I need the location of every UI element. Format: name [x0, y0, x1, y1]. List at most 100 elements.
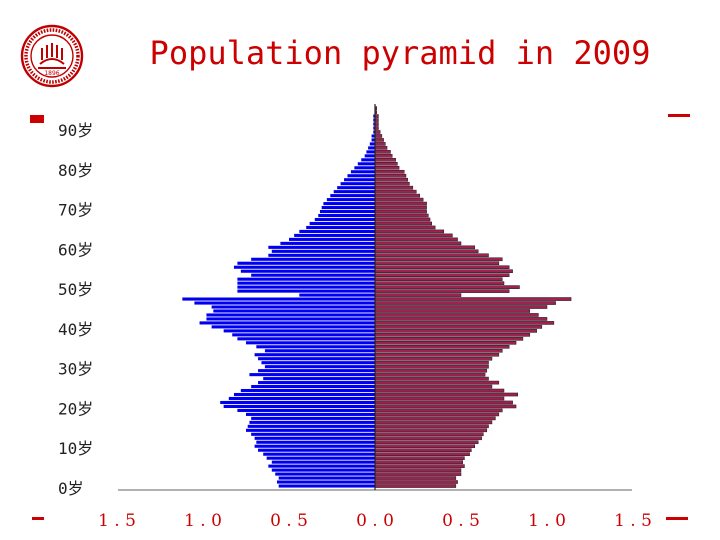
left-bar-age-5 — [268, 464, 375, 468]
left-bar-age-51 — [237, 281, 375, 285]
left-bar-age-11 — [256, 440, 375, 444]
right-bar-age-51 — [374, 281, 505, 285]
right-bar-age-9 — [374, 448, 472, 453]
male-series-bars — [182, 114, 375, 488]
y-tick-label: 40岁 — [58, 320, 93, 339]
left-bar-age-35 — [256, 345, 375, 349]
left-bar-age-30 — [264, 365, 375, 369]
left-bar-age-44 — [213, 309, 375, 313]
left-bar-age-57 — [251, 257, 375, 261]
right-bar-age-40 — [374, 325, 543, 329]
right-bar-age-2 — [374, 476, 457, 480]
left-bar-age-77 — [344, 178, 375, 182]
left-bar-age-68 — [318, 213, 375, 218]
y-tick-label: 70岁 — [58, 201, 93, 220]
right-bar-age-44 — [374, 309, 531, 313]
right-bar-age-54 — [374, 269, 513, 274]
university-seal-icon: 1896 — [20, 24, 84, 88]
left-bar-age-82 — [361, 158, 375, 162]
left-bar-age-31 — [261, 361, 375, 365]
left-bar-age-61 — [280, 241, 375, 245]
right-bar-age-78 — [374, 173, 407, 178]
left-bar-age-62 — [289, 237, 375, 241]
left-bar-age-91 — [373, 122, 375, 126]
right-bar-age-83 — [374, 154, 393, 158]
right-bar-age-3 — [374, 472, 462, 476]
right-bar-age-71 — [374, 201, 427, 206]
left-bar-age-63 — [294, 233, 375, 237]
left-bar-age-41 — [199, 321, 375, 325]
left-bar-age-1 — [276, 480, 375, 484]
left-bar-age-39 — [223, 329, 375, 333]
left-bar-age-43 — [206, 313, 375, 317]
right-bar-age-87 — [374, 138, 384, 142]
decor-mark-bottom-right — [666, 517, 688, 520]
left-bar-age-58 — [268, 253, 375, 257]
right-bar-age-33 — [374, 352, 500, 357]
right-bar-age-70 — [374, 205, 427, 210]
y-tick-label: 20岁 — [58, 399, 93, 418]
left-bar-age-76 — [340, 182, 375, 186]
left-bar-age-88 — [371, 134, 375, 138]
left-bar-age-54 — [240, 269, 375, 273]
right-bar-age-32 — [374, 356, 493, 361]
right-bar-age-41 — [374, 321, 555, 325]
right-bar-age-21 — [374, 400, 513, 405]
left-bar-age-73 — [330, 194, 375, 198]
left-bar-age-33 — [254, 353, 375, 357]
left-bar-age-19 — [237, 408, 375, 412]
right-bar-age-22 — [374, 396, 505, 401]
right-bar-age-46 — [374, 301, 556, 305]
y-axis-tick-labels: 0岁 10岁 20岁 30岁 40岁 50岁 60岁 70岁 80岁 90岁 — [58, 121, 93, 498]
left-bar-age-89 — [373, 130, 375, 134]
left-bar-age-9 — [258, 448, 375, 452]
right-bar-age-56 — [374, 261, 500, 266]
left-bar-age-4 — [271, 468, 375, 472]
left-bar-age-50 — [237, 285, 375, 289]
left-bar-age-45 — [211, 305, 375, 309]
left-bar-age-84 — [366, 150, 375, 154]
right-bar-age-65 — [374, 225, 436, 230]
left-bar-age-16 — [249, 420, 375, 424]
left-bar-age-26 — [258, 381, 375, 385]
x-tick-label: 1 . 5 — [98, 511, 136, 531]
right-bar-age-30 — [374, 364, 489, 369]
right-bar-age-18 — [374, 412, 500, 417]
right-bar-age-48 — [374, 293, 462, 297]
right-bar-age-74 — [374, 189, 417, 194]
right-bar-age-5 — [374, 464, 465, 468]
left-bar-age-56 — [237, 261, 375, 265]
right-bar-age-27 — [374, 376, 489, 381]
right-bar-age-88 — [374, 134, 383, 138]
left-bar-age-69 — [319, 209, 375, 214]
left-bar-age-71 — [323, 202, 375, 206]
right-bar-age-42 — [374, 317, 548, 321]
y-tick-label: 50岁 — [58, 280, 93, 299]
slide-title: Population pyramid in 2009 — [149, 34, 651, 72]
left-bar-age-46 — [194, 301, 375, 305]
right-bar-age-26 — [374, 380, 500, 385]
x-axis-tick-labels: 1 . 5 1 . 0 0 . 5 0 . 0 0 . 5 1 . 0 1 . 5 — [98, 511, 652, 531]
left-bar-age-78 — [347, 174, 375, 178]
left-bar-age-29 — [258, 369, 375, 373]
left-bar-age-70 — [321, 206, 375, 210]
right-bar-age-31 — [374, 360, 489, 365]
left-bar-age-47 — [182, 297, 375, 301]
right-bar-age-82 — [374, 158, 396, 162]
right-bar-age-69 — [374, 209, 427, 214]
left-bar-age-24 — [240, 388, 375, 393]
right-bar-age-16 — [374, 420, 493, 425]
right-bar-age-58 — [374, 253, 489, 258]
left-bar-age-37 — [237, 337, 375, 341]
right-bar-age-28 — [374, 372, 486, 377]
left-bar-age-25 — [251, 385, 375, 389]
left-bar-age-21 — [220, 400, 375, 405]
x-tick-label: 1 . 0 — [184, 511, 222, 531]
left-bar-age-42 — [206, 317, 375, 321]
decor-mark-top-right — [668, 114, 690, 117]
left-bar-age-8 — [263, 452, 375, 456]
right-bar-age-59 — [374, 249, 479, 254]
right-bar-age-13 — [374, 432, 484, 437]
